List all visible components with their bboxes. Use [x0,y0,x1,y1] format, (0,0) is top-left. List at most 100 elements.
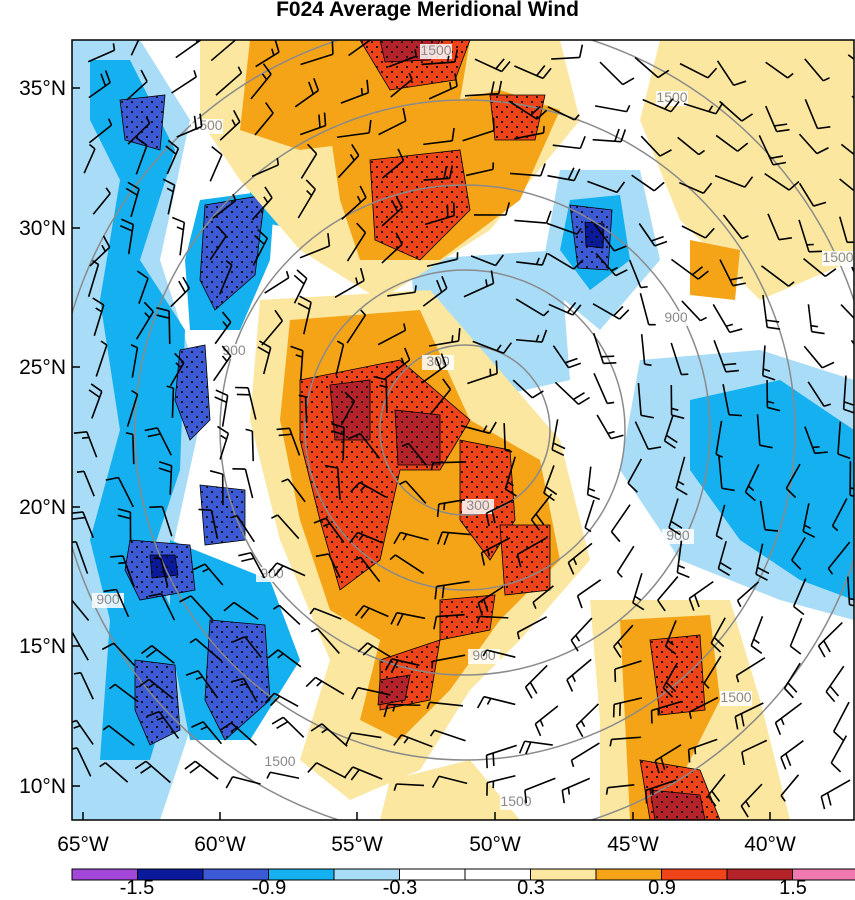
wind-barb [335,340,345,376]
wind-barb [840,143,854,156]
wind-barb [250,63,272,100]
wind-barb [548,301,582,316]
ring-label-bg [218,344,250,359]
wind-barb [657,576,679,612]
wind-barb [225,775,261,789]
wind-barb [760,265,795,287]
significance-stipple [119,94,166,151]
wind-barb [92,297,105,336]
wind-barb [297,295,312,335]
wind-barb [135,137,148,175]
range-ring-label: 1500 [191,117,222,133]
wind-barb [348,40,372,57]
wind-barb [561,777,591,804]
wind-barb [803,345,835,369]
wind-barb [839,178,854,192]
ring-label-bg [191,119,223,134]
wind-barb [255,40,280,68]
wind-barb [298,394,308,423]
lon-label-50w: 50°W [469,833,521,856]
ring-label-bg [656,91,688,106]
wind-barb [337,144,360,179]
wind-barb [462,117,495,142]
wind-barb [508,100,548,120]
wind-barb [209,145,223,182]
wind-barb [393,531,429,545]
wind-barb [637,383,654,419]
wind-barb [802,503,816,538]
wind-barb [807,304,825,335]
wind-barb [847,576,854,607]
wind-barb [437,531,471,546]
wind-barb [762,345,776,381]
range-ring [379,344,551,516]
wind-barb [273,604,301,625]
lon-label-40w: 40°W [744,833,796,856]
wind-barb [740,783,763,818]
wind-barb [714,174,754,188]
wind-barb [220,722,257,746]
wind-barb [605,784,635,795]
wind-barb [552,135,586,150]
wind-barb [839,216,854,244]
wind-barb [431,775,468,788]
wind-barb [348,432,381,459]
range-ring-label: 1500 [822,249,853,265]
range-ring [219,184,711,676]
wind-barb [840,303,854,320]
wind-barb [830,735,848,773]
wind-barb [72,747,92,777]
wind-barb [315,553,341,578]
lon-label-65w: 65°W [57,833,109,856]
wind-barb [146,710,180,739]
wind-barb [670,342,689,376]
wind-barb [127,116,151,145]
wind-barb [346,222,367,262]
wind-barb [817,622,843,658]
wind-barb [804,58,830,82]
wind-barb [393,783,425,791]
wind-barb [336,119,372,139]
wind-barb [785,463,801,499]
ring-label-bg [822,251,854,266]
wind-barb [264,692,299,708]
wind-barb [825,665,845,703]
range-ring-label: 1500 [720,689,751,705]
wind-barb [485,499,514,527]
wind-barb [677,136,706,156]
wind-barb [847,54,854,61]
wind-barb [290,345,304,381]
wind-barb [524,777,556,804]
wind-barb [72,719,94,745]
wind-barb [476,695,516,709]
wind-barb [593,372,615,405]
wind-barb [421,353,447,384]
wind-barb [736,581,760,608]
wind-barb [713,340,739,373]
wind-barb [156,307,171,344]
wind-barb [586,466,601,501]
wind-barb [595,252,628,277]
wind-barb [171,216,186,256]
wind-shading-region [690,380,854,600]
wind-barb [426,252,459,268]
wind-barb [88,118,113,144]
wind-barb [798,182,827,207]
wind-barb [215,66,243,96]
colorbar-label: -0.9 [252,877,286,899]
wind-barb [592,303,630,320]
wind-barb [644,779,677,804]
wind-barb [421,49,459,66]
wind-barb [307,762,347,779]
wind-barb [654,744,682,774]
wind-barb [300,41,334,66]
wind-barb [780,740,804,770]
lat-label-15n: 15°N [19,635,66,658]
wind-barb [518,740,553,755]
colorbar-label: -1.5 [120,877,154,899]
wind-barb [765,61,794,79]
wind-barb [762,294,781,330]
wind-barb [99,762,129,783]
wind-barb [429,729,466,742]
wind-barb [324,464,341,500]
